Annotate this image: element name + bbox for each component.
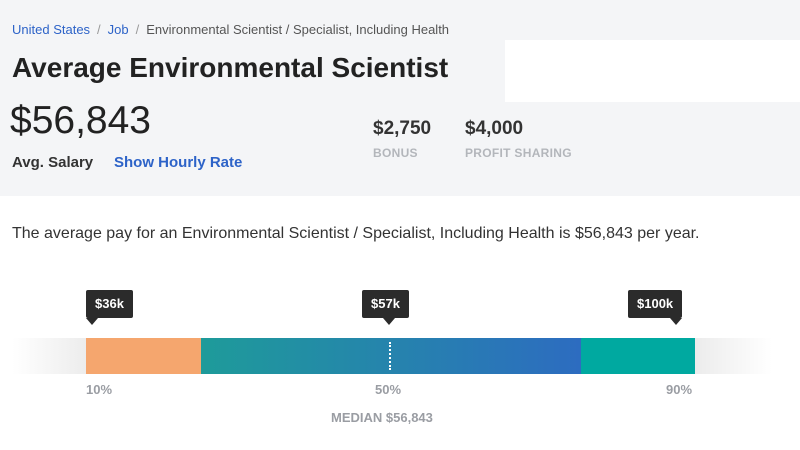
average-salary-label: Avg. Salary xyxy=(12,154,94,171)
tooltip-90th-percentile-text: $100k xyxy=(637,296,674,311)
breadcrumb-separator: / xyxy=(97,22,101,37)
tooltip-median-text: $57k xyxy=(371,296,400,311)
page-title: Average Environmental Scientist xyxy=(12,52,449,83)
salary-description: The average pay for an Environmental Sci… xyxy=(12,225,700,242)
range-segment-mid xyxy=(201,338,581,374)
percentile-label-50: 50% xyxy=(375,382,402,397)
profit-sharing-caption: PROFIT SHARING xyxy=(465,146,572,160)
profit-sharing-block: $4,000 PROFIT SHARING xyxy=(465,118,572,160)
show-hourly-rate-link[interactable]: Show Hourly Rate xyxy=(114,154,243,171)
breadcrumb: United States / Job / Environmental Scientis… xyxy=(12,22,449,37)
average-salary-value: $56,843 xyxy=(10,99,151,142)
tooltip-10th-percentile-text: $36k xyxy=(95,296,124,311)
bonus-caption: BONUS xyxy=(373,146,418,160)
percentile-label-10: 10% xyxy=(86,382,113,397)
tooltip-pointer xyxy=(670,318,683,325)
profit-sharing-amount: $4,000 xyxy=(465,118,524,139)
tooltip-pointer xyxy=(383,318,395,325)
range-segment-low xyxy=(86,338,201,374)
median-marker-line xyxy=(389,342,391,370)
range-segment-high xyxy=(581,338,695,374)
breadcrumb-link-job[interactable]: Job xyxy=(107,22,129,37)
tooltip-90th-percentile: $100k xyxy=(628,290,683,325)
breadcrumb-separator: / xyxy=(135,22,140,37)
breadcrumb-link-country[interactable]: United States xyxy=(12,22,91,37)
tooltip-10th-percentile: $36k xyxy=(86,290,133,325)
percentile-label-90: 90% xyxy=(666,382,693,397)
bonus-block: $2,750 BONUS xyxy=(373,118,431,160)
tooltip-median: $57k xyxy=(362,290,409,325)
title-gap xyxy=(505,40,800,102)
median-salary-label: MEDIAN $56,843 xyxy=(331,410,433,425)
bonus-amount: $2,750 xyxy=(373,118,432,139)
tooltip-pointer xyxy=(86,318,98,325)
breadcrumb-current-page: Environmental Scientist / Specialist, In… xyxy=(146,22,450,37)
